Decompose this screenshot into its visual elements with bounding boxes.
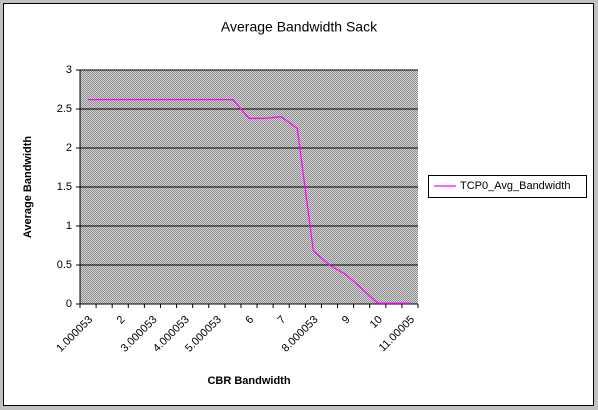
y-tick-label: 1.5 [57,181,72,193]
y-tick-label: 3 [66,64,72,76]
line [88,99,410,304]
legend [428,175,587,198]
y-tick-label: 0.5 [57,259,72,271]
legend-label: TCP0_Avg_Bandwidth [460,180,570,192]
y-axis-label: Average Bandwidth [22,136,34,239]
x-axis-label: CBR Bandwidth [207,375,290,387]
chart-title: Average Bandwidth Sack [221,19,378,35]
y-tick-label: 1 [66,220,72,232]
y-tick-label: 2 [66,142,72,154]
y-tick-label: 2.5 [57,103,72,115]
y-tick-label: 0 [66,298,72,310]
